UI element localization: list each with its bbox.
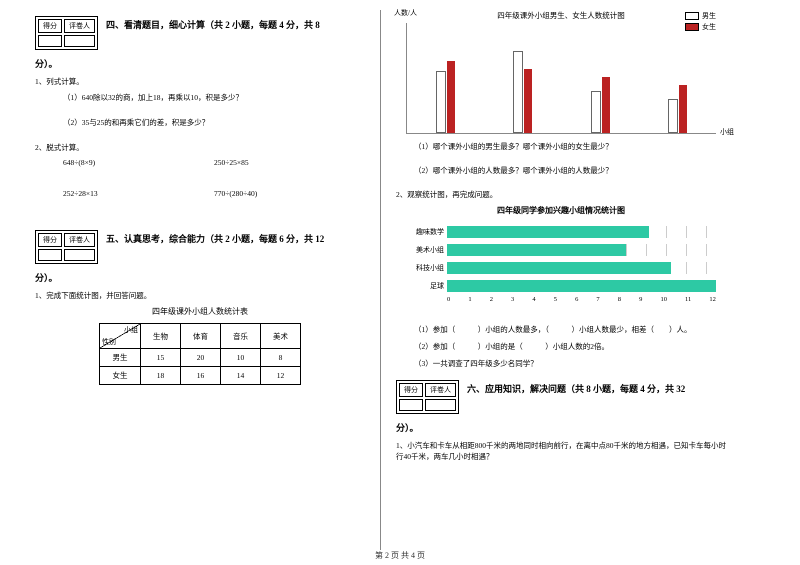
section-6-title2: 分）。 (396, 421, 726, 434)
b2: 20 (181, 349, 221, 367)
bar-girl (679, 85, 687, 133)
grader-label-6: 评卷人 (425, 383, 456, 397)
b4: 8 (261, 349, 301, 367)
hbar-label: 足球 (406, 281, 447, 291)
hbar-row: 美术小组 (406, 242, 716, 258)
q6-1: 1、小汽车和卡车从相距800千米的两地同时相向前行，在离中点80千米的地方相遇，… (396, 440, 726, 462)
g4: 12 (261, 367, 301, 385)
rq3: 2、观察统计图，再完成问题。 (396, 189, 726, 200)
section-5-header: 得分评卷人 五、认真思考，综合能力（共 2 小题，每题 6 分，共 12 (35, 230, 365, 264)
q4-1a: （1）640除以32的商，加上18，再乘以10，积是多少？ (35, 92, 365, 103)
hbar (447, 244, 626, 256)
hq2: （2）参加（ ）小组的是（ ）小组人数的2倍。 (396, 341, 726, 352)
q4-1b: （2）35与25的和再乘它们的差，积是多少？ (35, 117, 365, 128)
bar-group (591, 77, 610, 133)
q4-2: 2、脱式计算。 (35, 142, 365, 153)
score-label-5: 得分 (38, 233, 62, 247)
score-box-6: 得分评卷人 (396, 380, 459, 414)
calc-row-1: 648÷(8×9)250÷25×85 (35, 158, 365, 167)
q5-1: 1、完成下面统计图，并回答问题。 (35, 290, 365, 301)
hbar (447, 262, 671, 274)
col-3: 音乐 (221, 324, 261, 349)
page-footer: 第 2 页 共 4 页 (0, 550, 800, 561)
x-axis-label: 小组 (720, 127, 734, 137)
calc-1: 648÷(8×9) (63, 158, 214, 167)
row-boy: 男生 (100, 349, 141, 367)
bar-girl (447, 61, 455, 133)
row-girl: 女生 (100, 367, 141, 385)
col-4: 美术 (261, 324, 301, 349)
b3: 10 (221, 349, 261, 367)
calc-2: 250÷25×85 (214, 158, 365, 167)
g3: 14 (221, 367, 261, 385)
b1: 15 (141, 349, 181, 367)
section-4-title: 四、看清题目，细心计算（共 2 小题，每题 4 分，共 8 (106, 16, 320, 31)
section-4-title2: 分）。 (35, 57, 365, 70)
hbar-axis: 0123456789101112 (447, 296, 716, 303)
hbar-chart: 趣味数学美术小组科技小组足球0123456789101112 (406, 222, 716, 317)
hbar-track (447, 226, 716, 238)
col-2: 体育 (181, 324, 221, 349)
grader-label-5: 评卷人 (64, 233, 95, 247)
bar-chart-title: 四年级课外小组男生、女生人数统计图 (396, 10, 726, 21)
q4-1: 1、列式计算。 (35, 76, 365, 87)
hbar-row: 足球 (406, 278, 716, 294)
rq1: （1）哪个课外小组的男生最多？哪个课外小组的女生最少？ (396, 141, 726, 152)
hbar-row: 科技小组 (406, 260, 716, 276)
bar-girl (602, 77, 610, 133)
hbar-track (447, 280, 716, 292)
bar-group (436, 61, 455, 133)
th-sex: 性别 (102, 337, 116, 347)
col-1: 生物 (141, 324, 181, 349)
bar-group (513, 51, 532, 133)
score-box-4: 得分评卷人 (35, 16, 98, 50)
hchart-title: 四年级同学参加兴趣小组情况统计图 (396, 205, 726, 216)
hq1: （1）参加（ ）小组的人数最多，（ ）小组人数最少，相差（ ）人。 (396, 324, 726, 335)
bar-boy (591, 91, 601, 133)
bar-group (668, 85, 687, 133)
y-axis-label: 人数/人 (394, 8, 417, 18)
th-diagonal: 小组性别 (100, 324, 141, 349)
hbar-row: 趣味数学 (406, 224, 716, 240)
hbar-label: 美术小组 (406, 245, 447, 255)
hq3: （3）一共调查了四年级多少名同学？ (396, 358, 726, 369)
bar-chart-wrap: 人数/人 四年级课外小组男生、女生人数统计图 男生 女生 小组 (396, 10, 726, 138)
section-5-title: 五、认真思考，综合能力（共 2 小题，每题 6 分，共 12 (106, 230, 324, 245)
hbar (447, 280, 716, 292)
g2: 16 (181, 367, 221, 385)
hbar (447, 226, 649, 238)
grader-label: 评卷人 (64, 19, 95, 33)
bar-boy (436, 71, 446, 133)
g1: 18 (141, 367, 181, 385)
calc-3: 252÷28×13 (63, 189, 214, 198)
bar-boy (513, 51, 523, 133)
th-group: 小组 (124, 325, 138, 335)
hbar-track (447, 244, 716, 256)
bar-boy (668, 99, 678, 133)
hbar-label: 趣味数学 (406, 227, 447, 237)
calc-4: 770÷(280÷40) (214, 189, 365, 198)
bar-chart: 小组 (406, 23, 716, 134)
score-label: 得分 (38, 19, 62, 33)
section-6-header: 得分评卷人 六、应用知识，解决问题（共 8 小题，每题 4 分，共 32 (396, 380, 726, 414)
legend-boy: 男生 (685, 11, 716, 21)
table-title: 四年级课外小组人数统计表 (35, 306, 365, 317)
calc-row-2: 252÷28×13770÷(280÷40) (35, 189, 365, 198)
hbar-track (447, 262, 716, 274)
score-label-6: 得分 (399, 383, 423, 397)
rq2: （2）哪个课外小组的人数最多？哪个课外小组的人数最少？ (396, 165, 726, 176)
hbar-label: 科技小组 (406, 263, 447, 273)
section-4-header: 得分评卷人 四、看清题目，细心计算（共 2 小题，每题 4 分，共 8 (35, 16, 365, 50)
section-5-title2: 分）。 (35, 271, 365, 284)
score-box-5: 得分评卷人 (35, 230, 98, 264)
stats-table: 小组性别生物体育音乐美术 男生1520108 女生18161412 (99, 323, 301, 385)
section-6-title: 六、应用知识，解决问题（共 8 小题，每题 4 分，共 32 (467, 380, 685, 395)
bar-girl (524, 69, 532, 133)
column-divider (380, 10, 381, 550)
